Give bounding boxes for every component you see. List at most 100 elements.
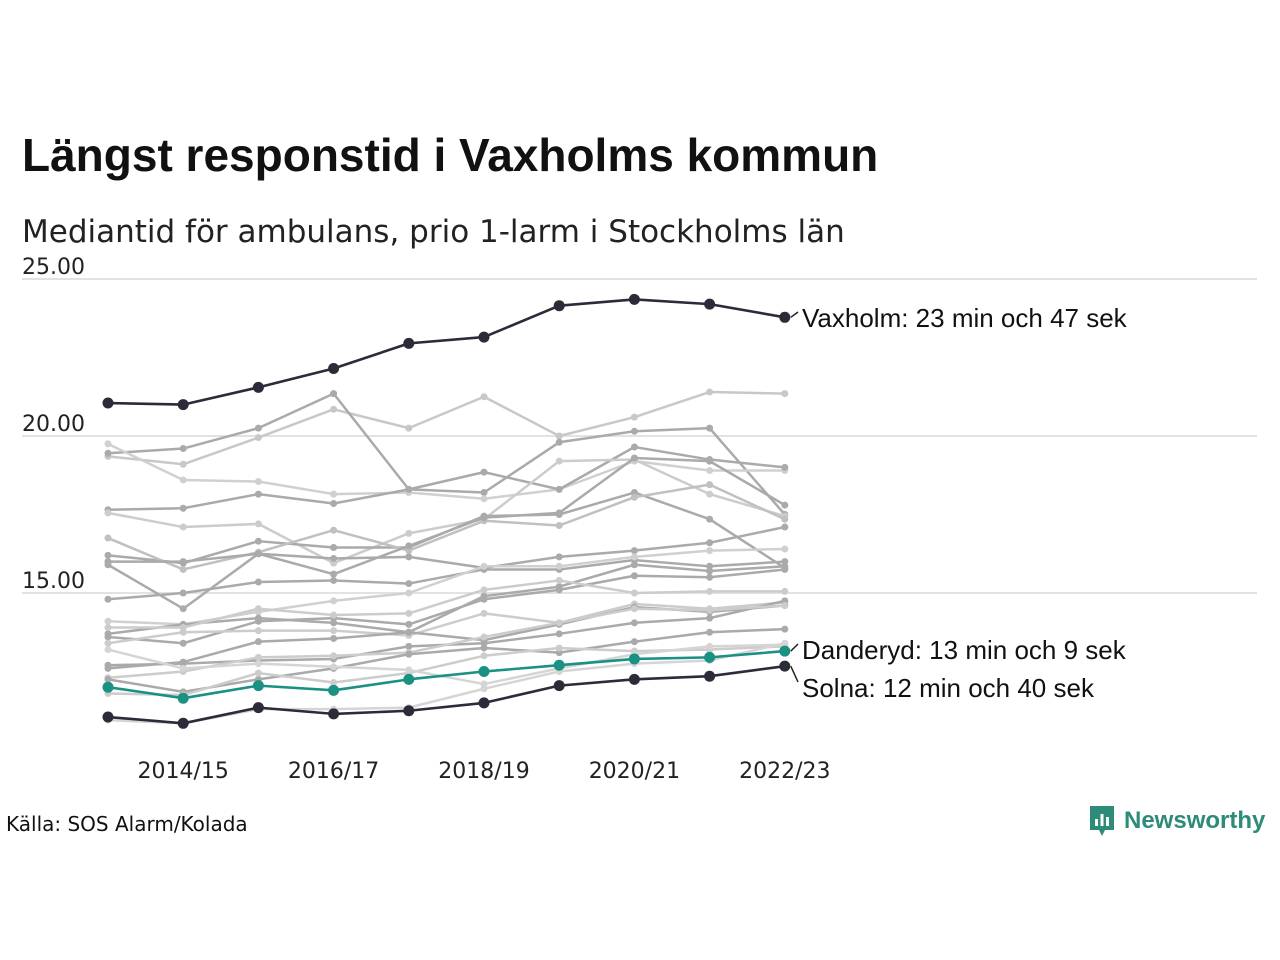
background-series-point: [104, 440, 112, 448]
x-tick-label: 2014/15: [137, 759, 228, 784]
series-label-danderyd: Danderyd: 13 min och 9 sek: [802, 635, 1127, 665]
x-tick-label: 2020/21: [589, 759, 680, 784]
background-series-point: [706, 628, 714, 636]
series-vaxholm-point: [328, 362, 340, 374]
background-series-point: [179, 523, 187, 531]
background-series-point: [330, 570, 338, 578]
series-solna-point: [779, 660, 791, 672]
background-series-point: [254, 550, 262, 558]
x-axis-tick-labels: 2014/15 2016/17 2018/19 2020/21 2022/23: [137, 759, 830, 784]
background-series-point: [104, 617, 112, 625]
background-series-point: [254, 478, 262, 486]
series-vaxholm-point: [779, 311, 791, 323]
series-danderyd-point: [704, 651, 716, 663]
background-series-point: [179, 558, 187, 566]
label-leader-line: [790, 643, 799, 652]
background-series-point: [104, 509, 112, 517]
background-series: [104, 388, 789, 727]
background-series-point: [405, 609, 413, 617]
y-axis-tick-labels: 25.00 20.00 15.00: [22, 255, 85, 594]
background-series-point: [480, 644, 488, 652]
background-series-point: [254, 537, 262, 545]
background-series-point: [781, 515, 789, 523]
background-series-line: [107, 445, 785, 512]
series-vaxholm-point: [553, 300, 565, 312]
background-series-point: [555, 485, 563, 493]
x-tick-label: 2016/17: [288, 759, 379, 784]
background-series-point: [555, 521, 563, 529]
background-series-point: [104, 639, 112, 647]
background-series-point: [555, 576, 563, 584]
background-series-point: [330, 543, 338, 551]
background-series-point: [254, 490, 262, 498]
y-tick-label: 25.00: [22, 255, 85, 280]
background-series-point: [330, 500, 338, 508]
series-vaxholm-point: [478, 331, 490, 343]
series-solna-point: [328, 708, 340, 720]
background-series-point: [254, 660, 262, 668]
background-series-point: [330, 554, 338, 562]
source-note: Källa: SOS Alarm/Kolada: [6, 812, 248, 836]
brand-logo[interactable]: Newsworthy: [1088, 804, 1265, 838]
background-series-point: [254, 617, 262, 625]
background-series-point: [706, 515, 714, 523]
background-series-line: [107, 442, 785, 501]
background-series-point: [555, 562, 563, 570]
background-series-point: [405, 485, 413, 493]
series-danderyd-point: [628, 653, 640, 665]
background-series-point: [104, 558, 112, 566]
background-series-point: [179, 565, 187, 573]
background-series-point: [179, 445, 187, 453]
background-series-line: [107, 604, 785, 680]
background-series-line: [107, 627, 785, 694]
background-series-point: [405, 529, 413, 537]
background-series-point: [781, 390, 789, 398]
series-vaxholm-point: [102, 397, 114, 409]
background-series: [104, 561, 789, 638]
background-series-point: [330, 652, 338, 660]
background-series-point: [480, 393, 488, 401]
background-series-point: [179, 664, 187, 672]
background-series-point: [781, 523, 789, 531]
background-series-point: [480, 685, 488, 693]
background-series-point: [480, 562, 488, 570]
background-series-point: [781, 545, 789, 553]
background-series-line: [108, 525, 786, 570]
background-series-point: [179, 504, 187, 512]
background-series-point: [179, 589, 187, 597]
background-series-point: [480, 595, 488, 603]
background-series-point: [104, 633, 112, 641]
background-series-point: [706, 388, 714, 396]
background-series-point: [179, 639, 187, 647]
series-solna-point: [403, 705, 415, 717]
background-series-point: [555, 509, 563, 517]
background-series-point: [480, 468, 488, 476]
background-series-point: [330, 405, 338, 413]
background-series-point: [630, 553, 638, 561]
series-vaxholm-point: [177, 399, 189, 411]
series-vaxholm-point: [628, 293, 640, 305]
background-series-point: [254, 434, 262, 442]
background-series-point: [104, 534, 112, 542]
series-label-solna: Solna: 12 min och 40 sek: [802, 673, 1095, 703]
background-series-point: [706, 547, 714, 555]
series-danderyd-point: [553, 659, 565, 671]
series-danderyd: [102, 645, 791, 704]
background-series-point: [630, 619, 638, 627]
background-series-point: [781, 501, 789, 509]
series-solna-line: [107, 664, 785, 725]
series-solna-point: [628, 673, 640, 685]
background-series-line: [107, 390, 785, 466]
series-vaxholm-point: [403, 337, 415, 349]
series-vaxholm-point: [704, 298, 716, 310]
background-series: [104, 576, 789, 632]
background-series-point: [254, 669, 262, 677]
background-series-point: [630, 547, 638, 555]
chart-subtitle: Mediantid för ambulans, prio 1-larm i St…: [22, 214, 845, 250]
background-series-point: [254, 605, 262, 613]
series-solna-point: [102, 711, 114, 723]
background-series-line: [107, 456, 786, 610]
background-series-point: [630, 561, 638, 569]
background-series-point: [405, 666, 413, 674]
newsworthy-logo-icon: [1090, 806, 1114, 836]
